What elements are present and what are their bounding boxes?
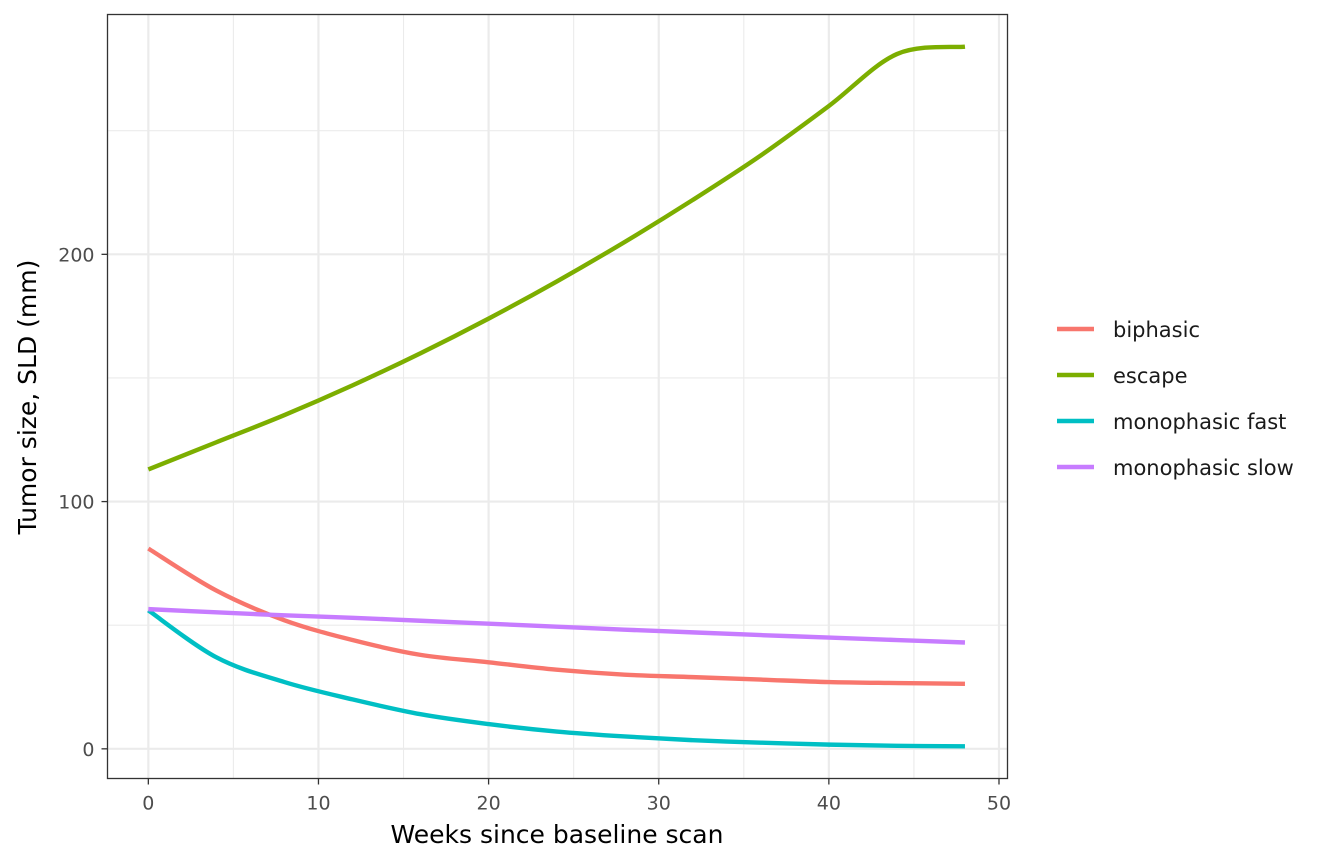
- x-tick-label: 30: [647, 793, 671, 815]
- series-line-biphasic: [147, 546, 965, 686]
- x-axis-title: Weeks since baseline scan: [391, 820, 724, 849]
- series-line-monophasic-slow: [148, 606, 966, 645]
- legend-label: escape: [1113, 364, 1188, 388]
- legend-label: biphasic: [1113, 318, 1200, 342]
- legend-label: monophasic slow: [1113, 456, 1294, 480]
- x-axis: 0 10 20 30 40 50: [142, 778, 1011, 815]
- series-line-escape: [147, 44, 966, 472]
- x-tick-label: 0: [142, 793, 154, 815]
- y-axis-title: Tumor size, SLD (mm): [13, 260, 42, 536]
- y-axis: 0 100 200: [58, 244, 108, 761]
- panel-background: [107, 14, 1008, 779]
- legend: biphasic escape monophasic fast monophasic …: [1057, 318, 1294, 480]
- legend-label: monophasic fast: [1113, 410, 1286, 434]
- x-tick-label: 40: [817, 793, 841, 815]
- y-tick-label: 200: [58, 244, 94, 266]
- y-tick-label: 0: [82, 739, 94, 761]
- x-tick-label: 10: [306, 793, 330, 815]
- series-line-monophasic-fast: [147, 608, 965, 749]
- y-tick-label: 100: [58, 492, 94, 514]
- x-tick-label: 50: [987, 793, 1011, 815]
- panel-border: [106, 13, 1009, 780]
- x-tick-label: 20: [477, 793, 501, 815]
- plot-panel: [106, 13, 1009, 780]
